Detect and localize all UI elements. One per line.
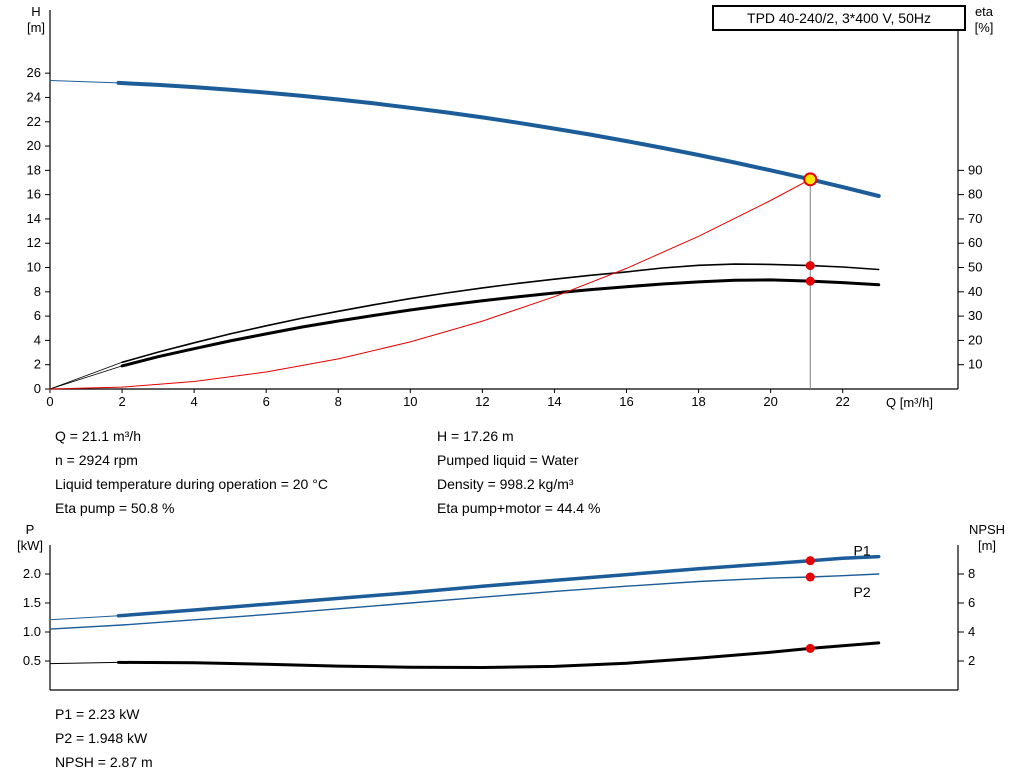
npsh-point-marker (805, 643, 815, 653)
pump-title-box: TPD 40-240/2, 3*400 V, 50Hz (712, 5, 966, 31)
p1-curve (116, 554, 881, 618)
npsh-axis-label-unit: [m] (977, 538, 997, 553)
right-tick-label: 80 (968, 187, 982, 202)
info-eta-pump-motor: Eta pump+motor = 44.4 % (437, 500, 601, 516)
info-pumped-liquid: Pumped liquid = Water (437, 452, 579, 468)
info-density: Density = 998.2 kg/m³ (437, 476, 574, 492)
right-tick-label: 30 (968, 308, 982, 323)
left-tick-label: 8 (34, 284, 41, 299)
eta-pump-lead-curve (49, 361, 123, 390)
x-tick-label: 14 (547, 394, 561, 409)
x-tick-label: 22 (835, 394, 849, 409)
head-efficiency-chart: 0 2 4 6 8 10 12 14 16 18 20 22024681012141618202224… (27, 10, 982, 409)
right-tick-label: 60 (968, 235, 982, 250)
duty-point-marker (803, 172, 818, 187)
x-tick-label: 0 (46, 394, 53, 409)
left-tick-label: 18 (27, 162, 41, 177)
duty-info-left-column: Q = 21.1 m³/h n = 2924 rpm Liquid temper… (55, 424, 328, 520)
x-tick-label: 16 (619, 394, 633, 409)
left-tick-label: 1.0 (23, 624, 41, 639)
head-axis-label-unit: [m] (26, 20, 46, 35)
annotation-p1: P1 (854, 542, 871, 558)
left-tick-label: 6 (34, 308, 41, 323)
right-tick-label: 20 (968, 332, 982, 347)
power-info-block: P1 = 2.23 kW P2 = 1.948 kW NPSH = 2.87 m (55, 702, 153, 774)
right-tick-label: 4 (968, 624, 975, 639)
eta-pump-motor-curve (120, 278, 881, 368)
right-tick-label: 8 (968, 566, 975, 581)
info-head: H = 17.26 m (437, 428, 514, 444)
right-tick-label: 40 (968, 284, 982, 299)
x-tick-label: 8 (335, 394, 342, 409)
right-tick-label: 2 (968, 653, 975, 668)
info-speed: n = 2924 rpm (55, 452, 138, 468)
right-tick-label: 10 (968, 357, 982, 372)
eta-axis-label-unit: [%] (974, 20, 994, 35)
info-liquid-temperature: Liquid temperature during operation = 20… (55, 476, 328, 492)
power-axis-label-symbol: P (25, 522, 35, 537)
left-tick-label: 20 (27, 138, 41, 153)
info-npsh: NPSH = 2.87 m (55, 754, 153, 770)
right-tick-label: 50 (968, 260, 982, 275)
left-tick-label: 10 (27, 260, 41, 275)
x-tick-label: 4 (191, 394, 198, 409)
npsh-lead-curve (49, 661, 119, 665)
p1-lead-curve (49, 615, 119, 621)
left-tick-label: 4 (34, 332, 41, 347)
annotation-p2: P2 (854, 584, 871, 600)
left-tick-label: 0 (34, 381, 41, 396)
head-lead-curve (49, 80, 119, 84)
eta-axis-label-symbol: eta (974, 4, 994, 19)
npsh-curve (117, 641, 881, 669)
x-tick-label: 12 (475, 394, 489, 409)
head-axis-label: H [m] (14, 4, 58, 36)
eta-pump-motor-point-marker (805, 276, 815, 286)
p1-point-marker (805, 556, 815, 566)
head-axis-label-symbol: H (31, 4, 41, 19)
left-tick-label: 2.0 (23, 566, 41, 581)
eta-pump-point-marker (805, 261, 815, 271)
power-npsh-chart: 0.5 1.0 1.5 2.0 2 4 6 8 P1 P2 (23, 542, 975, 691)
left-tick-label: 12 (27, 235, 41, 250)
eta-pump-motor-lead-curve (49, 365, 123, 390)
left-tick-label: 26 (27, 65, 41, 80)
power-axis-label-unit: [kW] (17, 538, 43, 553)
power-axis-label: P [kW] (8, 522, 52, 554)
left-tick-label: 22 (27, 114, 41, 129)
left-tick-label: 16 (27, 187, 41, 202)
flow-axis-label: Q [m³/h] (886, 395, 933, 410)
right-tick-label: 90 (968, 162, 982, 177)
x-tick-label: 10 (403, 394, 417, 409)
left-tick-label: 1.5 (23, 595, 41, 610)
npsh-axis-label: NPSH [m] (960, 522, 1014, 554)
x-tick-label: 6 (263, 394, 270, 409)
left-tick-label: 2 (34, 357, 41, 372)
head-curve (116, 80, 881, 198)
info-flow: Q = 21.1 m³/h (55, 428, 141, 444)
p2-curve (49, 573, 880, 630)
eta-pump-curve (121, 263, 880, 364)
npsh-axis-label-symbol: NPSH (968, 522, 1006, 537)
duty-info-right-column: H = 17.26 m Pumped liquid = Water Densit… (437, 424, 600, 520)
system-curve-curve (49, 178, 811, 390)
right-tick-label: 70 (968, 211, 982, 226)
info-eta-pump: Eta pump = 50.8 % (55, 500, 175, 516)
left-tick-label: 0.5 (23, 653, 41, 668)
p2-point-marker (805, 572, 815, 582)
left-tick-label: 14 (27, 211, 41, 226)
left-tick-label: 24 (27, 89, 41, 104)
eta-axis-label: eta [%] (960, 4, 1008, 36)
x-tick-label: 20 (763, 394, 777, 409)
info-p2: P2 = 1.948 kW (55, 730, 148, 746)
x-tick-label: 2 (118, 394, 125, 409)
x-tick-label: 18 (691, 394, 705, 409)
right-tick-label: 6 (968, 595, 975, 610)
info-p1: P1 = 2.23 kW (55, 706, 140, 722)
